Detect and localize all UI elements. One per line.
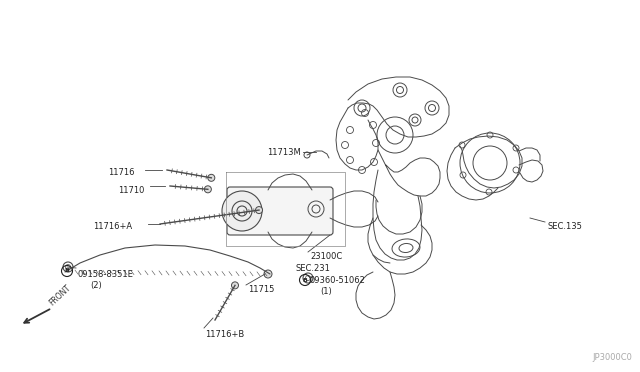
Text: 09360-51062: 09360-51062 <box>310 276 366 285</box>
Circle shape <box>208 174 215 181</box>
Text: JP3000C0: JP3000C0 <box>592 353 632 362</box>
Text: 09158-8351E: 09158-8351E <box>78 270 134 279</box>
Circle shape <box>222 191 262 231</box>
Text: 11713M: 11713M <box>267 148 301 157</box>
Text: 11710: 11710 <box>118 186 145 195</box>
Text: SEC.135: SEC.135 <box>548 222 583 231</box>
Text: 11716+A: 11716+A <box>93 222 132 231</box>
Text: (1): (1) <box>320 287 332 296</box>
Circle shape <box>255 206 262 214</box>
FancyBboxPatch shape <box>227 187 333 235</box>
Text: 11716+B: 11716+B <box>205 330 244 339</box>
Text: B: B <box>303 278 307 282</box>
Circle shape <box>264 270 272 278</box>
Circle shape <box>232 282 239 289</box>
Text: (2): (2) <box>90 281 102 290</box>
Text: 11715: 11715 <box>248 285 275 294</box>
Text: SEC.231: SEC.231 <box>296 264 331 273</box>
Text: B: B <box>65 269 69 273</box>
Text: FRONT: FRONT <box>47 283 72 307</box>
Text: 11716: 11716 <box>108 168 134 177</box>
Circle shape <box>204 186 211 193</box>
Text: 23100C: 23100C <box>310 252 342 261</box>
